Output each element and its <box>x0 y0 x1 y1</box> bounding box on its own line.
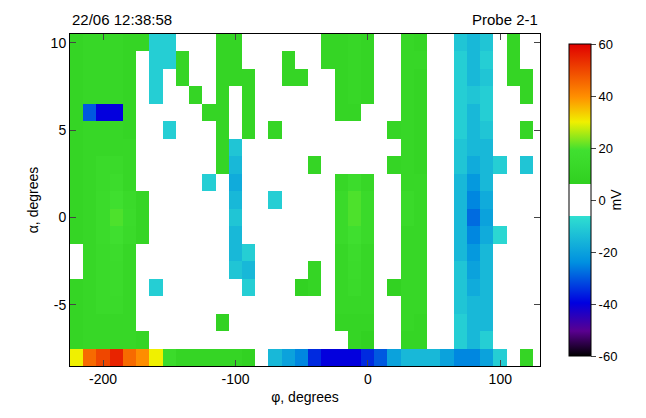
svg-text:100: 100 <box>489 371 513 387</box>
svg-text:mV: mV <box>608 189 624 211</box>
svg-text:-60: -60 <box>599 349 618 364</box>
svg-text:-40: -40 <box>599 297 618 312</box>
svg-text:φ, degrees: φ, degrees <box>271 389 338 405</box>
svg-text:20: 20 <box>599 141 613 156</box>
svg-text:-5: -5 <box>54 297 67 313</box>
svg-text:Probe 2-1: Probe 2-1 <box>472 11 538 28</box>
svg-text:40: 40 <box>599 89 613 104</box>
svg-text:-20: -20 <box>599 245 618 260</box>
svg-text:α, degrees: α, degrees <box>25 167 41 233</box>
svg-text:0: 0 <box>599 193 606 208</box>
svg-text:0: 0 <box>364 371 372 387</box>
svg-text:5: 5 <box>58 122 66 138</box>
svg-text:-100: -100 <box>221 371 249 387</box>
svg-text:-200: -200 <box>89 371 117 387</box>
svg-text:22/06 12:38:58: 22/06 12:38:58 <box>72 11 172 28</box>
svg-text:60: 60 <box>599 37 613 52</box>
svg-text:0: 0 <box>58 209 66 225</box>
svg-text:10: 10 <box>51 35 67 51</box>
